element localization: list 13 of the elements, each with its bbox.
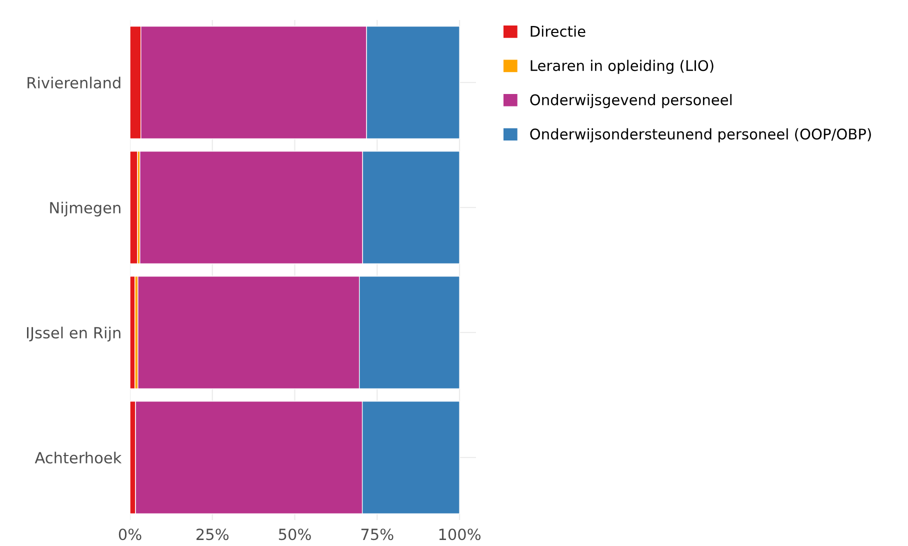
legend-label: Directie [530, 26, 586, 37]
x-tick-label: 25% [196, 528, 229, 540]
legend-label: Onderwijsgevend personeel [530, 94, 732, 108]
y-tick-label: Nijmegen [50, 202, 120, 216]
legend-label: Onderwijsondersteunend personeel (OOP/OBP) [530, 128, 871, 142]
x-tick-label: 75% [361, 528, 394, 540]
x-tick-label: 0% [118, 528, 142, 540]
y-tick-label: Achterhoek [34, 452, 122, 464]
legend-label: Leraren in opleiding (LIO) [530, 60, 714, 74]
y-tick-label: IJssel en Rijn [27, 326, 120, 342]
x-tick-label: 100% [439, 528, 481, 540]
x-tick-label: 50% [278, 528, 311, 540]
y-tick-label: Rivierenland [28, 76, 120, 89]
